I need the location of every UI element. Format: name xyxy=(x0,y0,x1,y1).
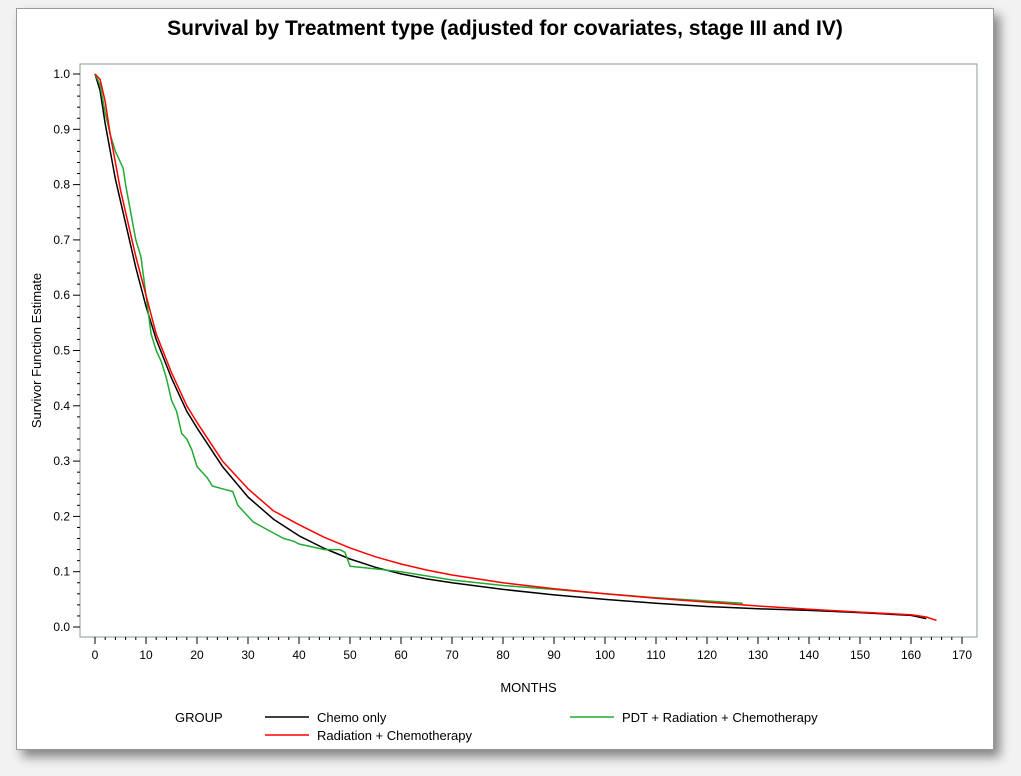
x-tick-label: 130 xyxy=(748,648,768,662)
legend-label-radiation-chemotherapy: Radiation + Chemotherapy xyxy=(317,728,473,743)
legend-title: GROUP xyxy=(175,710,223,725)
x-tick-label: 100 xyxy=(595,648,615,662)
x-tick-label: 160 xyxy=(901,648,921,662)
x-tick-label: 140 xyxy=(799,648,819,662)
legend: GROUP Chemo only Radiation + Chemotherapy… xyxy=(175,710,818,743)
x-tick-label: 150 xyxy=(850,648,870,662)
x-tick-label: 110 xyxy=(646,648,665,662)
x-tick-label: 60 xyxy=(394,648,408,662)
y-tick-label: 0.9 xyxy=(53,122,70,136)
y-tick-label: 0.4 xyxy=(53,399,70,413)
y-tick-label: 1.0 xyxy=(53,67,70,81)
y-axis: 0.0 0.1 0.2 0.3 0.4 0.5 0.6 0.7 0.8 0.9 1.0 xyxy=(53,67,80,634)
x-tick-label: 0 xyxy=(92,648,99,662)
series-lines xyxy=(94,73,937,622)
chart-frame: Survival by Treatment type (adjusted for… xyxy=(16,8,994,750)
x-tick-label: 90 xyxy=(547,648,561,662)
y-tick-label: 0.7 xyxy=(53,233,70,247)
x-axis: 0 10 20 30 40 50 60 70 80 90 100 110 120 130 140 150 160… xyxy=(92,637,972,662)
legend-label-pdt-radiation-chemotherapy: PDT + Radiation + Chemotherapy xyxy=(622,710,818,725)
series-line-chemo-only xyxy=(94,73,927,620)
y-axis-label: Survivor Function Estimate xyxy=(29,273,44,428)
chart-title: Survival by Treatment type (adjusted for… xyxy=(167,17,843,40)
series-line-pdt-radiation-chemotherapy xyxy=(94,73,743,604)
y-tick-label: 0.2 xyxy=(53,509,70,523)
legend-label-chemo-only: Chemo only xyxy=(317,710,387,725)
y-tick-label: 0.8 xyxy=(53,178,70,192)
survival-chart: Survival by Treatment type (adjusted for… xyxy=(29,17,978,743)
y-tick-label: 0.6 xyxy=(53,288,70,302)
x-tick-label: 50 xyxy=(343,648,357,662)
y-tick-label: 0.5 xyxy=(53,344,70,358)
x-tick-label: 40 xyxy=(292,648,306,662)
x-tick-label: 30 xyxy=(241,648,255,662)
series-line-radiation-chemotherapy xyxy=(94,73,937,622)
x-tick-label: 20 xyxy=(190,648,204,662)
x-axis-label: MONTHS xyxy=(500,680,557,695)
x-tick-label: 10 xyxy=(139,648,153,662)
x-tick-label: 80 xyxy=(496,648,510,662)
y-tick-label: 0.1 xyxy=(53,565,70,579)
plot-area xyxy=(79,63,978,638)
x-tick-label: 170 xyxy=(952,648,972,662)
x-tick-label: 120 xyxy=(697,648,717,662)
y-tick-label: 0.0 xyxy=(53,620,70,634)
x-tick-label: 70 xyxy=(445,648,459,662)
y-tick-label: 0.3 xyxy=(53,454,70,468)
